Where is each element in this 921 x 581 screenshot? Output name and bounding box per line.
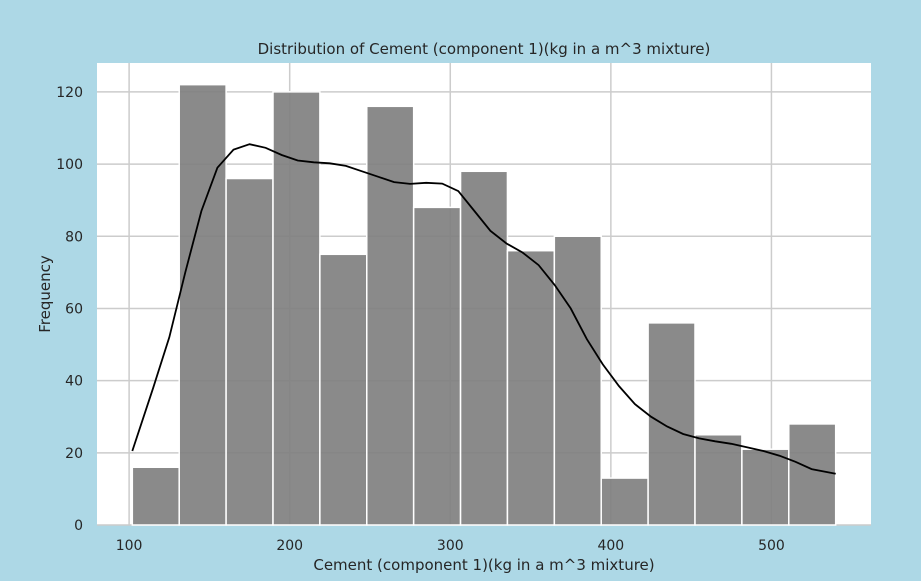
- histogram-bar: [459, 170, 509, 526]
- histogram-bar: [600, 477, 649, 526]
- chart-title: Distribution of Cement (component 1)(kg …: [258, 40, 711, 58]
- y-tick-label: 80: [65, 229, 83, 245]
- y-tick-labels: 0 20 40 60 80 100 120: [56, 85, 83, 534]
- y-tick-label: 20: [65, 446, 83, 462]
- kde-curve: [131, 143, 836, 475]
- histogram-bar: [741, 448, 790, 526]
- histogram-bar: [131, 466, 180, 526]
- x-tick-label: 300: [437, 538, 464, 554]
- histogram-bars: [131, 83, 837, 526]
- y-tick-label: 100: [56, 157, 83, 173]
- histogram-bar: [366, 105, 415, 526]
- histogram-bar: [694, 434, 743, 526]
- histogram-bar: [647, 322, 696, 526]
- histogram-bar: [412, 206, 462, 526]
- histogram-bar: [319, 253, 368, 526]
- histogram-bar: [272, 91, 321, 526]
- y-tick-label: 0: [74, 518, 83, 534]
- x-tick-label: 100: [116, 538, 143, 554]
- x-tick-label: 500: [758, 538, 785, 554]
- histogram-bar: [506, 249, 556, 526]
- x-axis-label: Cement (component 1)(kg in a m^3 mixture…: [313, 556, 654, 574]
- histogram-bar: [225, 177, 274, 526]
- histogram-bar: [788, 423, 837, 526]
- y-tick-label: 40: [65, 374, 83, 390]
- x-tick-label: 400: [597, 538, 624, 554]
- x-tick-label: 200: [276, 538, 303, 554]
- y-axis-label: Frequency: [36, 255, 54, 333]
- histogram-bar: [178, 83, 227, 526]
- x-tick-labels: 100 200 300 400 500: [116, 538, 785, 554]
- y-tick-label: 60: [65, 301, 83, 317]
- y-tick-label: 120: [56, 85, 83, 101]
- histogram-bar: [553, 235, 602, 526]
